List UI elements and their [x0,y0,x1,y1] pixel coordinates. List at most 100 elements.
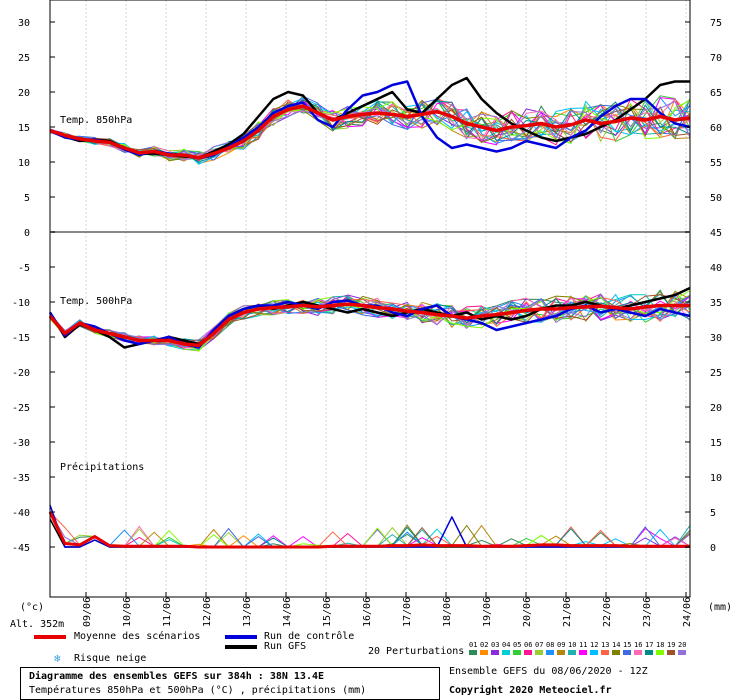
x-tick-label: 12/06 [202,597,213,627]
left-tick-label: 10 [18,158,30,169]
perturbation-number: 11 [579,641,588,649]
x-tick-label: 17/06 [402,597,413,627]
right-tick-label: 15 [710,438,722,449]
perturbation-number: 04 [502,641,511,649]
perturbation-swatch [557,650,565,655]
perturbation-number: 17 [645,641,654,649]
perturbation-swatch [579,650,587,655]
left-tick-label: 0 [24,228,30,239]
perturbation-number: 13 [601,641,610,649]
legend-mean-label: Moyenne des scénarios [74,631,201,642]
x-tick-label: 20/06 [522,597,533,627]
right-tick-label: 5 [710,508,716,519]
perturbation-swatch [645,650,653,655]
perturbation-number: 19 [667,641,676,649]
right-tick-label: 55 [710,158,722,169]
info-box: Diagramme des ensembles GEFS sur 384h : … [20,667,440,700]
mean-t500-line [48,302,690,348]
gfs-precip-line [49,518,690,548]
right-tick-label: 30 [710,333,722,344]
right-tick-label: 40 [710,263,722,274]
control-precip-line [49,504,690,548]
right-tick-label: 60 [710,123,722,134]
left-tick-label: -20 [12,368,30,379]
x-tick-label: 21/06 [562,597,573,627]
right-tick-label: 45 [710,228,722,239]
left-tick-label: 20 [18,88,30,99]
panel-label-t500: Temp. 500hPa [60,296,132,307]
legend-control-label: Run de contrôle [264,631,355,642]
main-series [48,76,691,549]
x-tick-label: 24/06 [682,597,693,627]
perturbation-swatch [623,650,631,655]
perturbation-swatch [656,650,664,655]
perturbation-number: 07 [535,641,544,649]
left-tick-label: -25 [12,403,30,414]
x-tick-label: 09/06 [82,597,93,627]
left-tick-label: 5 [24,193,30,204]
perturbation-swatch [535,650,543,655]
perturbation-t500-line [49,294,691,347]
legend-snow-label: Risque neige [74,653,147,664]
mean-precip-line [48,511,690,549]
copyright: Copyright 2020 Meteociel.fr [449,685,612,696]
perturbation-number: 02 [480,641,489,649]
perturbation-number: 01 [469,641,478,649]
left-tick-label: -45 [12,543,30,554]
left-tick-label: -40 [12,508,30,519]
perturbation-swatch [678,650,686,655]
x-tick-label: 22/06 [602,597,613,627]
plot-frame [49,0,691,598]
legend-control-swatch [225,635,257,639]
perturbation-swatch [601,650,609,655]
x-tick-label: 18/06 [442,597,453,627]
x-tick-label: 19/06 [482,597,493,627]
perturbation-t850-line [49,100,691,161]
x-tick-label: 15/06 [322,597,333,627]
right-tick-label: 75 [710,18,722,29]
perturbation-number: 16 [634,641,643,649]
right-tick-label: 10 [710,473,722,484]
legend-gfs-label: Run GFS [264,641,307,652]
perturbation-precip-line [49,511,690,548]
perturbation-number: 18 [656,641,665,649]
perturbation-swatch [491,650,499,655]
grid [85,0,687,597]
panel-label-precip: Précipitations [60,461,144,473]
x-tick-label: 10/06 [122,597,133,627]
run-info: Ensemble GEFS du 08/06/2020 - 12Z [449,666,648,677]
snowflake-icon: ❄ [54,652,61,665]
axes: 302520151050-5-10-15-20-25-30-35-40-4575… [12,0,722,627]
legend-gfs-swatch [225,645,257,649]
legend-mean-swatch [34,635,66,639]
info-subtitle: Températures 850hPa et 500hPa (°C) , pré… [29,685,367,696]
left-tick-label: -30 [12,438,30,449]
mean-t850-line [49,104,691,160]
perturbation-number: 05 [513,641,522,649]
perturbation-swatch [524,650,532,655]
x-tick-label: 11/06 [162,597,173,627]
legend-perturbations-label: 20 Perturbations [368,646,465,657]
left-unit: (°c) [20,602,44,613]
perturbation-swatch [612,650,620,655]
right-unit: (mm) [708,602,732,613]
perturbation-number: 12 [590,641,599,649]
perturbation-swatch [634,650,642,655]
altitude-label: Alt. 352m [10,619,64,630]
perturbation-swatch [513,650,521,655]
left-tick-label: 30 [18,18,30,29]
right-tick-label: 50 [710,193,722,204]
left-tick-label: 25 [18,53,30,64]
x-tick-label: 13/06 [242,597,253,627]
perturbation-number: 06 [524,641,533,649]
x-tick-label: 14/06 [282,597,293,627]
left-tick-label: 15 [18,123,30,134]
perturbation-t850-line [49,99,691,159]
perturbation-number: 15 [623,641,632,649]
right-tick-label: 70 [710,53,722,64]
perturbation-swatch [667,650,675,655]
left-tick-label: -5 [18,263,30,274]
perturbation-number: 08 [546,641,555,649]
perturbation-number: 20 [678,641,687,649]
